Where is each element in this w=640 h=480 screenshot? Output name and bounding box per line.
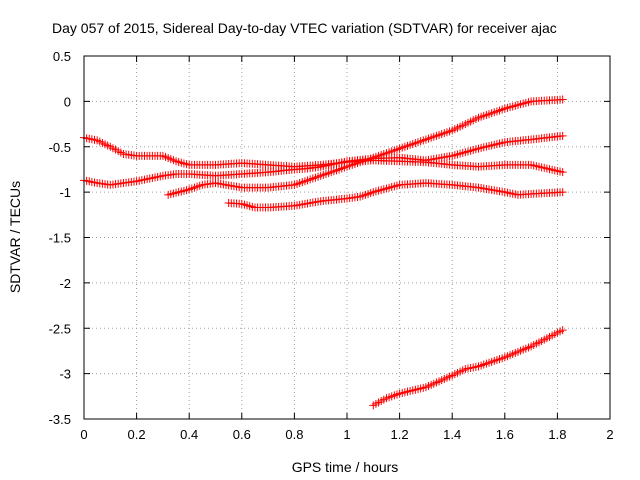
data-series xyxy=(80,95,567,410)
y-tick-labels: 0.5 0 -0.5 -1 -1.5 -2 -2.5 -3 -3.5 xyxy=(49,49,71,427)
satellite-track-2 xyxy=(80,131,567,189)
y-tick-label: -2.5 xyxy=(49,321,71,336)
y-tick-label: -2 xyxy=(59,276,71,291)
satellite-track-4 xyxy=(224,179,567,212)
data-point-marker xyxy=(558,326,567,335)
x-tick-label: 1.2 xyxy=(391,427,409,442)
y-tick-label: -0.5 xyxy=(49,140,71,155)
y-tick-label: 0 xyxy=(64,94,71,109)
x-tick-label: 1.8 xyxy=(548,427,566,442)
x-axis-label: GPS time / hours xyxy=(292,459,399,475)
data-point-marker xyxy=(558,188,567,197)
y-tick-label: -3.5 xyxy=(49,412,71,427)
grid xyxy=(84,56,610,419)
x-tick-label: 0.6 xyxy=(233,427,251,442)
x-tick-label: 0.4 xyxy=(180,427,198,442)
axis-ticks xyxy=(83,55,611,420)
data-point-marker xyxy=(558,131,567,140)
satellite-track-3 xyxy=(164,95,567,199)
x-tick-label: 0 xyxy=(80,427,87,442)
x-tick-label: 1.4 xyxy=(443,427,461,442)
x-tick-labels: 0 0.2 0.4 0.6 0.8 1 1.2 1.4 1.6 1.8 2 xyxy=(80,427,613,442)
y-tick-label: -3 xyxy=(59,367,71,382)
x-tick-label: 1 xyxy=(343,427,350,442)
data-point-marker xyxy=(558,95,567,104)
x-tick-label: 1.6 xyxy=(496,427,514,442)
y-tick-label: -1 xyxy=(59,185,71,200)
y-tick-label: -1.5 xyxy=(49,231,71,246)
data-point-marker xyxy=(558,168,567,177)
x-tick-label: 2 xyxy=(606,427,613,442)
x-tick-label: 0.8 xyxy=(285,427,303,442)
x-tick-label: 0.2 xyxy=(128,427,146,442)
chart-title: Day 057 of 2015, Sidereal Day-to-day VTE… xyxy=(52,20,557,36)
satellite-track-5 xyxy=(369,326,567,410)
y-tick-label: 0.5 xyxy=(53,49,71,64)
y-axis-label: SDTVAR / TECUs xyxy=(7,181,23,293)
